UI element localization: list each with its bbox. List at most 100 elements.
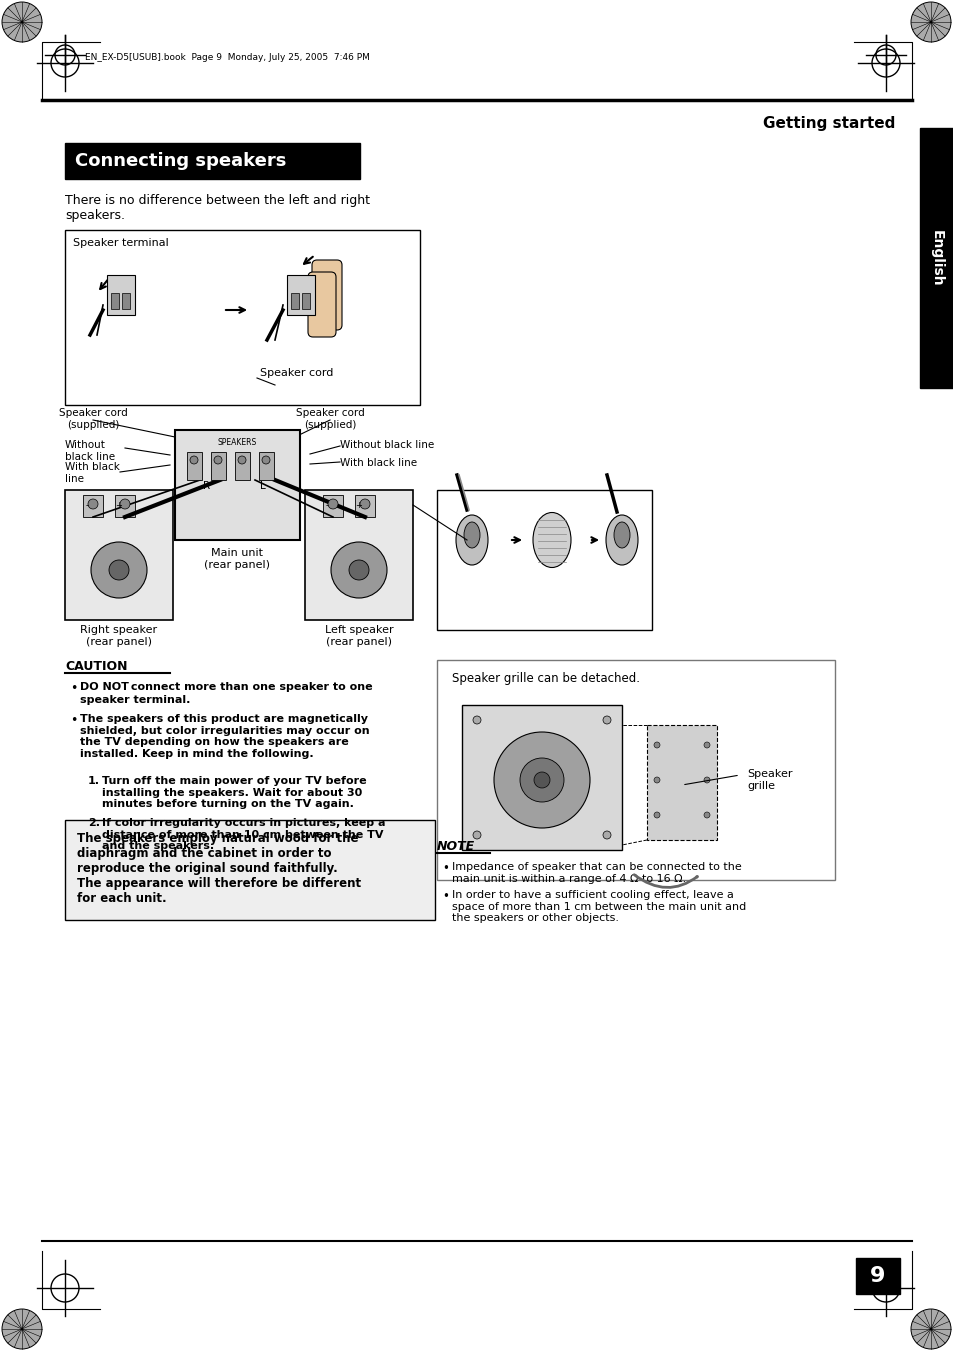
Circle shape	[349, 561, 369, 580]
Circle shape	[703, 812, 709, 817]
Bar	[83, 494, 103, 517]
Text: 1.: 1.	[88, 775, 100, 786]
Bar	[65, 230, 419, 405]
Bar	[291, 293, 298, 309]
Text: DO NOT: DO NOT	[80, 682, 129, 692]
Text: •: •	[70, 713, 77, 727]
Text: If color irregularity occurs in pictures, keep a
distance of more than 10 cm bet: If color irregularity occurs in pictures…	[102, 817, 385, 851]
Text: Main unit
(rear panel): Main unit (rear panel)	[204, 549, 271, 570]
Circle shape	[602, 831, 610, 839]
Bar	[919, 128, 953, 388]
Bar	[461, 705, 621, 850]
Text: Without black line: Without black line	[339, 440, 434, 450]
Text: R: R	[203, 481, 211, 490]
FancyBboxPatch shape	[312, 259, 341, 330]
Text: CAUTION: CAUTION	[65, 661, 128, 673]
Text: Speaker terminal: Speaker terminal	[73, 238, 169, 249]
Circle shape	[534, 771, 550, 788]
FancyArrowPatch shape	[634, 874, 697, 888]
Text: Without
black line: Without black line	[65, 440, 115, 462]
Circle shape	[109, 561, 129, 580]
Text: There is no difference between the left and right
speakers.: There is no difference between the left …	[65, 195, 370, 222]
Text: -: -	[86, 501, 89, 511]
Circle shape	[910, 1, 950, 42]
Bar	[65, 143, 359, 178]
Text: With black line: With black line	[339, 458, 416, 467]
Circle shape	[703, 777, 709, 784]
Bar	[174, 430, 299, 540]
Circle shape	[910, 1309, 950, 1350]
Bar	[111, 293, 119, 309]
Text: Getting started: Getting started	[761, 116, 894, 131]
Text: The speakers employ natural wood for the
diaphragm and the cabinet in order to
r: The speakers employ natural wood for the…	[77, 832, 361, 905]
Text: +: +	[115, 501, 122, 511]
Text: Speaker cord
(supplied): Speaker cord (supplied)	[295, 408, 364, 430]
Bar	[211, 453, 226, 480]
Circle shape	[262, 457, 270, 463]
Text: In order to have a sufficient cooling effect, leave a
space of more than 1 cm be: In order to have a sufficient cooling ef…	[452, 890, 745, 923]
Bar	[436, 661, 834, 880]
Bar	[436, 490, 651, 630]
Text: Speaker
grille: Speaker grille	[746, 769, 792, 790]
Text: Connecting speakers: Connecting speakers	[75, 153, 286, 170]
Text: -: -	[325, 501, 328, 511]
Text: Left speaker
(rear panel): Left speaker (rear panel)	[324, 626, 393, 647]
Circle shape	[519, 758, 563, 802]
Bar	[287, 276, 314, 315]
Circle shape	[494, 732, 589, 828]
Ellipse shape	[533, 512, 571, 567]
Text: Right speaker
(rear panel): Right speaker (rear panel)	[80, 626, 157, 647]
Circle shape	[473, 831, 480, 839]
Bar	[302, 293, 310, 309]
Text: •: •	[441, 862, 449, 875]
Circle shape	[654, 812, 659, 817]
Text: EN_EX-D5[USUB].book  Page 9  Monday, July 25, 2005  7:46 PM: EN_EX-D5[USUB].book Page 9 Monday, July …	[85, 53, 370, 62]
Text: English: English	[929, 230, 943, 286]
Text: Speaker cord: Speaker cord	[260, 367, 333, 378]
Ellipse shape	[456, 515, 488, 565]
Text: Impedance of speaker that can be connected to the
main unit is within a range of: Impedance of speaker that can be connect…	[452, 862, 741, 884]
Bar	[234, 453, 250, 480]
Circle shape	[654, 742, 659, 748]
Text: Turn off the main power of your TV before
installing the speakers. Wait for abou: Turn off the main power of your TV befor…	[102, 775, 366, 809]
Bar	[65, 820, 435, 920]
Bar	[305, 490, 413, 620]
Bar	[323, 494, 343, 517]
Bar	[855, 1258, 899, 1294]
Text: Speaker grille can be detached.: Speaker grille can be detached.	[452, 671, 639, 685]
Text: 9: 9	[869, 1266, 884, 1286]
Circle shape	[120, 499, 130, 509]
Bar	[187, 453, 202, 480]
Text: The speakers of this product are magnetically
shielded, but color irregularities: The speakers of this product are magneti…	[80, 713, 369, 759]
Text: •: •	[441, 890, 449, 902]
Circle shape	[91, 542, 147, 598]
Circle shape	[473, 716, 480, 724]
Circle shape	[654, 777, 659, 784]
Bar	[65, 490, 172, 620]
Circle shape	[213, 457, 222, 463]
Text: NOTE: NOTE	[436, 840, 475, 852]
Circle shape	[328, 499, 337, 509]
Circle shape	[2, 1, 42, 42]
Circle shape	[703, 742, 709, 748]
Circle shape	[2, 1309, 42, 1350]
Circle shape	[190, 457, 198, 463]
Circle shape	[602, 716, 610, 724]
Ellipse shape	[605, 515, 638, 565]
Bar	[355, 494, 375, 517]
Bar	[115, 494, 135, 517]
Text: connect more than one speaker to one: connect more than one speaker to one	[127, 682, 373, 692]
Circle shape	[359, 499, 370, 509]
Bar	[122, 293, 130, 309]
Circle shape	[331, 542, 387, 598]
FancyBboxPatch shape	[308, 272, 335, 336]
Ellipse shape	[614, 521, 629, 549]
Circle shape	[237, 457, 246, 463]
Text: +: +	[355, 501, 362, 511]
Text: speaker terminal.: speaker terminal.	[80, 694, 191, 705]
Bar	[258, 453, 274, 480]
Bar	[107, 276, 135, 315]
Bar	[646, 725, 717, 840]
Text: L: L	[260, 481, 266, 490]
Text: 2.: 2.	[88, 817, 100, 828]
